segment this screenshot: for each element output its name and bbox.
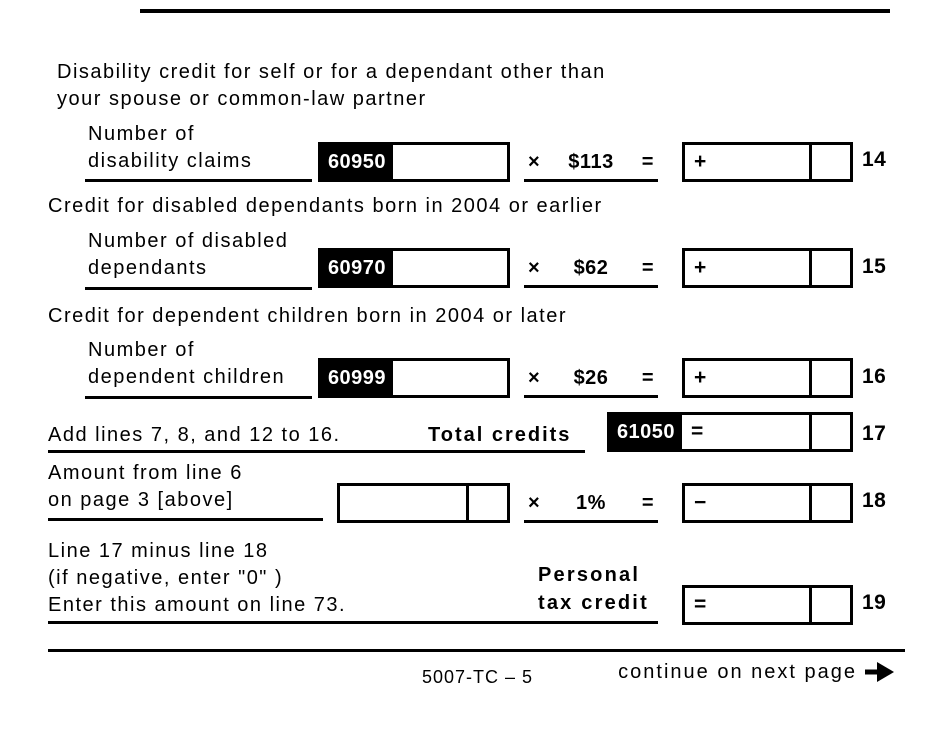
line14-label-line1: Number of <box>88 123 195 145</box>
field-box-60970: 60970 <box>318 248 510 288</box>
field-box-60950: 60950 <box>318 142 510 182</box>
equals-sign: = <box>694 593 707 616</box>
line18-number: 18 <box>862 489 887 512</box>
section1-heading-line2: your spouse or common-law partner <box>57 88 427 110</box>
line14-label-line2: disability claims <box>88 150 253 172</box>
line14-cents-input[interactable] <box>809 145 850 179</box>
line16-label-line1: Number of <box>88 339 195 361</box>
times-symbol: × <box>528 257 541 279</box>
line18-cents-input[interactable] <box>809 486 850 520</box>
field-box-61050: 61050 = <box>607 412 853 452</box>
line14-number: 14 <box>862 148 887 171</box>
continue-arrow-icon <box>865 662 894 682</box>
minus-sign: − <box>694 491 707 514</box>
equals-sign: = <box>691 420 704 443</box>
section2-heading: Credit for disabled dependants born in 2… <box>48 195 603 217</box>
times-symbol: × <box>528 492 541 514</box>
line15-number: 15 <box>862 255 887 278</box>
line18-multiplier: × 1% = <box>524 492 658 515</box>
top-divider <box>140 9 890 13</box>
equals-symbol: = <box>641 367 654 389</box>
line18-label-line2: on page 3 [above] <box>48 489 234 511</box>
line15-label-underline <box>85 287 312 290</box>
footer-divider <box>48 649 905 652</box>
field-box-60999: 60999 <box>318 358 510 398</box>
plus-sign: + <box>694 366 707 389</box>
total-credits-label: Total credits <box>428 424 572 446</box>
disabled-dependants-input[interactable] <box>393 251 507 285</box>
personal-tax-credit-label-line2: tax credit <box>538 592 649 614</box>
rate-value: 1% <box>576 492 606 514</box>
continue-text: continue on next page <box>618 661 857 683</box>
line19-label-line1: Line 17 minus line 18 <box>48 540 269 562</box>
line17-dollars-input[interactable]: = <box>682 415 809 449</box>
rate-value: $62 <box>573 257 609 279</box>
disability-claims-input[interactable] <box>393 145 507 179</box>
line18-base-amount-box <box>337 483 510 523</box>
equals-symbol: = <box>641 151 654 173</box>
line15-dollars-input[interactable]: + <box>685 251 809 285</box>
equals-symbol: = <box>641 492 654 514</box>
dependent-children-input[interactable] <box>393 361 507 395</box>
field-code-61050: 61050 <box>610 415 682 449</box>
line15-multiplier: × $62 = <box>524 257 658 280</box>
line19-label-line2: (if negative, enter "0" ) <box>48 567 284 589</box>
line16-multiplier-underline <box>524 395 658 398</box>
line18-label-underline <box>48 518 323 521</box>
line15-multiplier-underline <box>524 285 658 288</box>
line16-dollars-input[interactable]: + <box>685 361 809 395</box>
line19-cents-input[interactable] <box>809 588 850 622</box>
line17-underline <box>48 450 585 453</box>
field-code-60970: 60970 <box>321 251 393 285</box>
line19-dollars-input[interactable]: = <box>685 588 809 622</box>
line14-multiplier: × $113 = <box>524 151 658 174</box>
line18-base-dollars-input[interactable] <box>340 486 466 520</box>
line16-cents-input[interactable] <box>809 361 850 395</box>
line16-amount-box: + <box>682 358 853 398</box>
section1-heading-line1: Disability credit for self or for a depe… <box>57 61 606 83</box>
times-symbol: × <box>528 367 541 389</box>
line17-cents-input[interactable] <box>809 415 850 449</box>
rate-value: $26 <box>573 367 609 389</box>
line18-amount-box: − <box>682 483 853 523</box>
line14-multiplier-underline <box>524 179 658 182</box>
plus-sign: + <box>694 150 707 173</box>
line18-label-line1: Amount from line 6 <box>48 462 243 484</box>
line17-instruction: Add lines 7, 8, and 12 to 16. <box>48 424 341 446</box>
line15-amount-box: + <box>682 248 853 288</box>
line16-label-line2: dependent children <box>88 366 286 388</box>
equals-symbol: = <box>641 257 654 279</box>
line14-dollars-input[interactable]: + <box>685 145 809 179</box>
line18-base-cents-input[interactable] <box>466 486 507 520</box>
line17-number: 17 <box>862 422 887 445</box>
field-code-60999: 60999 <box>321 361 393 395</box>
section3-heading: Credit for dependent children born in 20… <box>48 305 567 327</box>
line19-label-line3: Enter this amount on line 73. <box>48 594 347 616</box>
line15-label-line1: Number of disabled <box>88 230 289 252</box>
field-code-60950: 60950 <box>321 145 393 179</box>
line16-number: 16 <box>862 365 887 388</box>
line15-cents-input[interactable] <box>809 251 850 285</box>
plus-sign: + <box>694 256 707 279</box>
line19-underline <box>48 621 658 624</box>
line19-number: 19 <box>862 591 887 614</box>
line14-label-underline <box>85 179 312 182</box>
line19-amount-box: = <box>682 585 853 625</box>
line18-multiplier-underline <box>524 520 658 523</box>
personal-tax-credit-label-line1: Personal <box>538 564 641 586</box>
line15-label-line2: dependants <box>88 257 208 279</box>
times-symbol: × <box>528 151 541 173</box>
line16-multiplier: × $26 = <box>524 367 658 390</box>
line14-amount-box: + <box>682 142 853 182</box>
continue-link: continue on next page <box>618 661 895 683</box>
rate-value: $113 <box>568 151 614 173</box>
line18-dollars-input[interactable]: − <box>685 486 809 520</box>
form-code: 5007-TC – 5 <box>422 667 534 687</box>
line16-label-underline <box>85 396 312 399</box>
